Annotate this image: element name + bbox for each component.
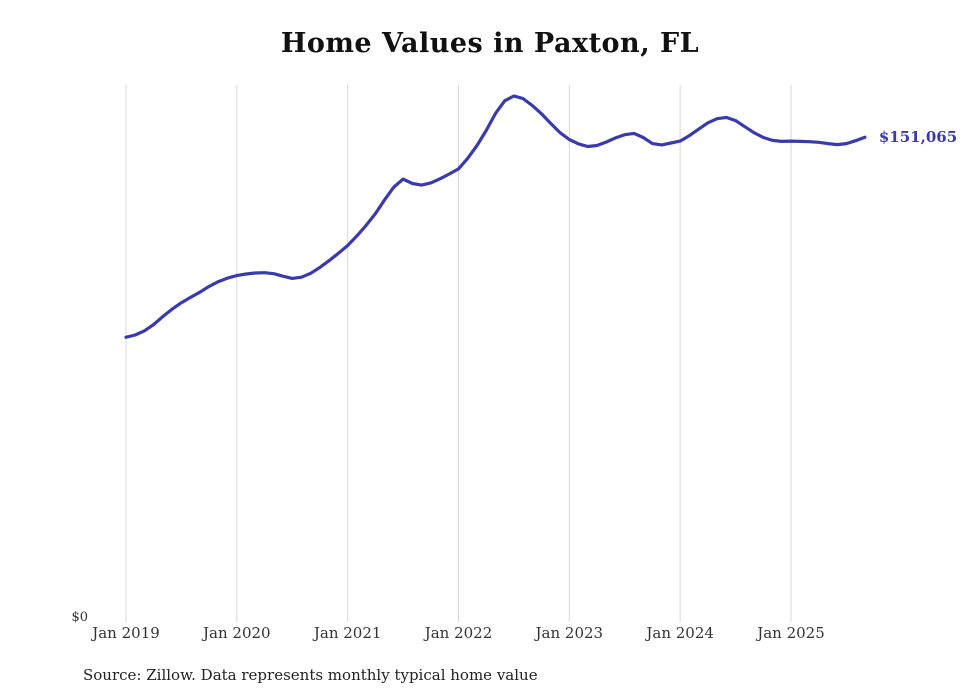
y-axis-zero-label: $0 [71,610,88,625]
x-tick-label: Jan 2020 [203,624,271,642]
source-note: Source: Zillow. Data represents monthly … [83,666,538,684]
x-tick-label: Jan 2019 [92,624,160,642]
home-value-line [124,94,867,339]
x-tick-label: Jan 2023 [535,624,604,642]
x-tick-label: Jan 2024 [646,624,714,642]
x-tick-label: Jan 2022 [424,624,493,642]
vertical-gridlines [125,85,792,622]
x-tick-label: Jan 2025 [757,624,825,642]
x-tick-label: Jan 2021 [313,624,382,642]
chart-title: Home Values in Paxton, FL [280,28,700,59]
end-value-label: $151,065 [878,128,958,147]
